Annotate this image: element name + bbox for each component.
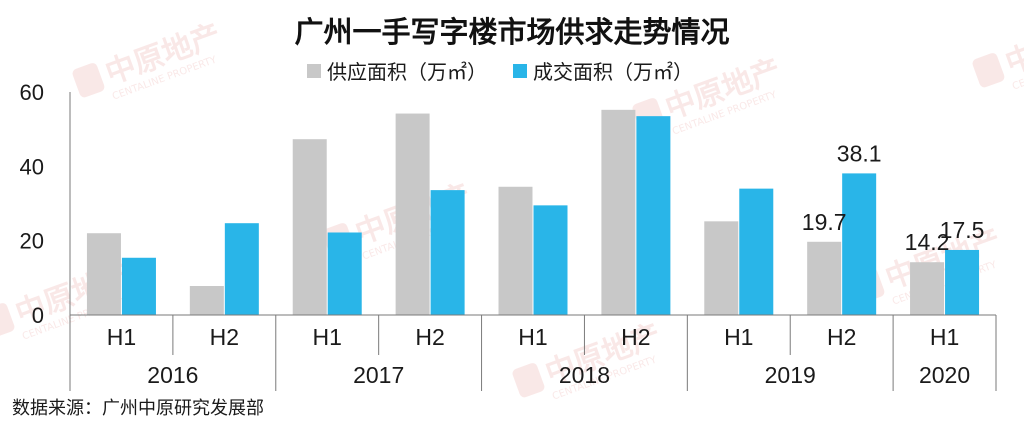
bar-transaction	[636, 116, 671, 316]
x-tick-label: H2	[827, 324, 856, 350]
data-labels: 19.7 38.1 14.217.5	[802, 140, 985, 255]
bar-transaction	[842, 173, 877, 315]
y-tick-label: 40	[20, 154, 44, 179]
bar-supply	[86, 233, 121, 315]
legend-swatch	[307, 64, 321, 78]
bar-supply	[498, 186, 533, 315]
x-year-label: 2016	[147, 362, 198, 388]
bar-supply	[395, 113, 430, 315]
x-axis: H1 H2 H1 H2 H1 H2 H1 H2 H1 2016 2017 2018 2019 2020	[69, 314, 997, 391]
bar-supply	[910, 262, 945, 315]
data-label: 19.7	[802, 209, 847, 235]
bar-supply	[189, 286, 224, 315]
y-tick-label: 60	[20, 80, 44, 105]
bar-transaction	[945, 249, 980, 315]
bar-transaction	[224, 223, 259, 315]
x-year-label: 2017	[353, 362, 404, 388]
y-tick-label: 20	[20, 229, 44, 254]
legend-label: 成交面积（万㎡）	[533, 60, 693, 84]
bar-supply	[601, 109, 636, 315]
chart-title: 广州一手写字楼市场供求走势情况	[294, 15, 729, 49]
x-tick-label: H2	[415, 324, 444, 350]
bars	[86, 109, 980, 316]
x-tick-label: H2	[210, 324, 239, 350]
x-tick-label: H2	[621, 324, 650, 350]
bar-transaction	[533, 205, 568, 315]
x-tick-label: H1	[724, 324, 753, 350]
legend: 供应面积（万㎡） 成交面积（万㎡）	[307, 60, 693, 84]
y-axis: 0 20 40 60	[20, 80, 71, 328]
watermark-brand: 中原地产	[1001, 8, 1024, 82]
x-tick-label: H1	[313, 324, 342, 350]
bar-transaction	[739, 188, 774, 315]
watermark-logo	[0, 303, 15, 338]
bar-supply	[292, 139, 327, 315]
x-tick-label: H1	[518, 324, 547, 350]
x-tick-label: H1	[930, 324, 959, 350]
watermark-logo	[72, 63, 105, 98]
bar-transaction	[430, 190, 465, 315]
legend-label: 供应面积（万㎡）	[327, 60, 487, 84]
bar-transaction	[327, 232, 362, 315]
y-tick-label: 0	[32, 303, 44, 328]
data-label: 17.5	[940, 217, 985, 243]
x-year-label: 2019	[765, 362, 816, 388]
bar-transaction	[121, 257, 156, 315]
x-year-label: 2018	[559, 362, 610, 388]
watermark-logo	[512, 363, 545, 398]
x-tick-label: H1	[107, 324, 136, 350]
legend-swatch	[513, 64, 527, 78]
bar-supply	[704, 221, 739, 315]
data-label: 38.1	[837, 140, 882, 166]
bar-supply	[807, 241, 842, 315]
source-note: 数据来源：广州中原研究发展部	[12, 398, 264, 419]
x-year-label: 2020	[919, 362, 970, 388]
watermark-logo	[972, 53, 1005, 88]
data-label: 14.2	[905, 229, 950, 255]
